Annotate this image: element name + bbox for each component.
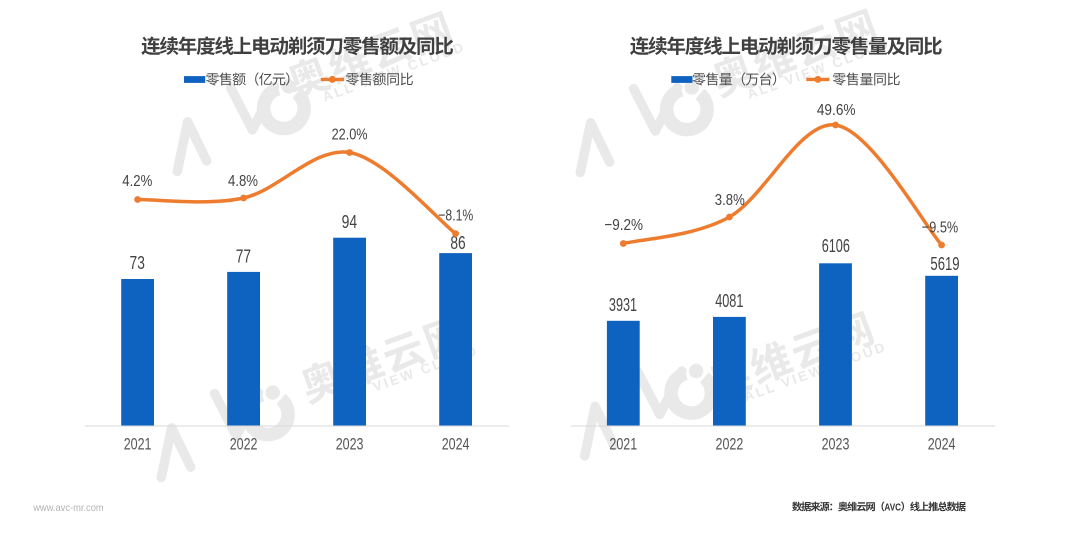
- svg-text:86: 86: [450, 233, 465, 253]
- svg-text:73: 73: [130, 253, 145, 273]
- svg-text:−8.1%: −8.1%: [438, 208, 473, 225]
- svg-text:2023: 2023: [336, 434, 364, 453]
- svg-text:49.6%: 49.6%: [817, 102, 856, 119]
- svg-text:4.2%: 4.2%: [122, 173, 152, 190]
- svg-text:4.8%: 4.8%: [228, 173, 258, 190]
- svg-text:2021: 2021: [609, 434, 637, 453]
- svg-text:2024: 2024: [442, 434, 470, 453]
- svg-text:−9.2%: −9.2%: [604, 217, 643, 234]
- svg-text:2022: 2022: [230, 434, 258, 453]
- svg-text:22.0%: 22.0%: [332, 126, 368, 143]
- svg-text:3.8%: 3.8%: [715, 192, 745, 209]
- svg-text:5619: 5619: [930, 254, 959, 274]
- svg-text:77: 77: [236, 246, 251, 266]
- svg-text:−9.5%: −9.5%: [922, 219, 958, 236]
- svg-text:2023: 2023: [822, 434, 850, 453]
- svg-text:www.avc-mr.com: www.avc-mr.com: [32, 502, 104, 514]
- svg-text:2021: 2021: [124, 434, 152, 453]
- svg-text:94: 94: [342, 212, 358, 232]
- svg-text:4081: 4081: [715, 291, 743, 311]
- svg-text:2024: 2024: [928, 434, 956, 453]
- svg-text:3931: 3931: [609, 295, 637, 315]
- svg-text:AVC: AVC: [884, 501, 901, 513]
- svg-text:2022: 2022: [716, 434, 744, 453]
- svg-text:6106: 6106: [822, 236, 850, 256]
